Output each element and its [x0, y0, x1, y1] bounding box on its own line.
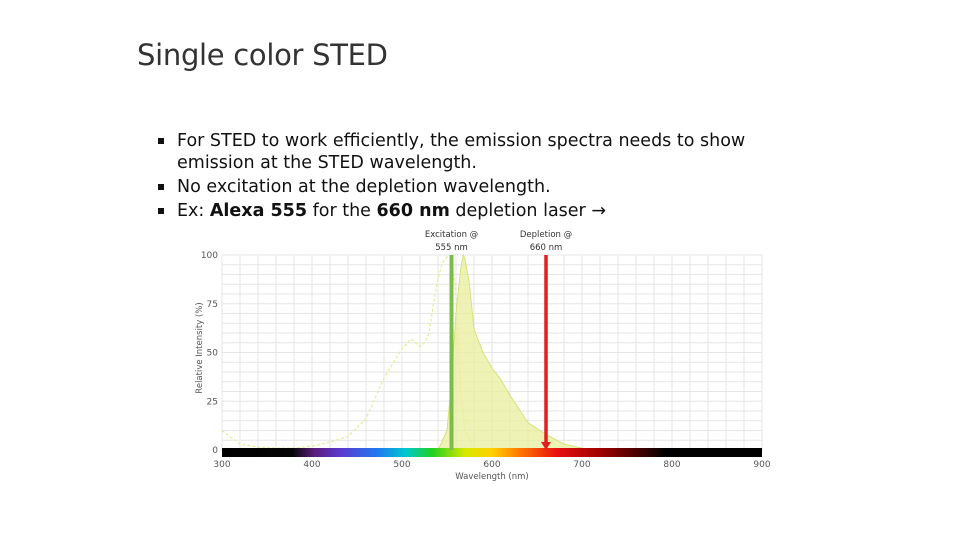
bullet-text-mid: for the	[307, 201, 377, 221]
bullet-text: For STED to work efficiently, the emissi…	[177, 131, 746, 173]
x-axis-title: Wavelength (nm)	[455, 472, 528, 482]
x-tick-label: 300	[213, 460, 230, 470]
arrow-right-icon: →	[591, 201, 606, 221]
bullet-text-suffix: depletion laser	[449, 201, 592, 221]
laser-label-line2: 555 nm	[435, 243, 468, 253]
bullet-list: For STED to work efficiently, the emissi…	[158, 130, 798, 224]
slide-title: Single color STED	[137, 38, 388, 72]
bullet-item: No excitation at the depletion wavelengt…	[158, 176, 798, 198]
y-tick-label: 100	[201, 251, 218, 261]
y-tick-label: 50	[207, 349, 219, 359]
emission-spectrum-area	[437, 253, 601, 451]
x-tick-label: 600	[483, 460, 500, 470]
depletion-arrow-icon	[541, 442, 551, 450]
visible-spectrum-band	[222, 448, 762, 457]
y-tick-label: 75	[207, 300, 218, 310]
x-tick-label: 900	[753, 460, 770, 470]
bullet-square-icon	[158, 138, 164, 144]
bullet-item: Ex: Alexa 555 for the 660 nm depletion l…	[158, 200, 798, 222]
x-tick-label: 700	[573, 460, 590, 470]
y-tick-label: 25	[207, 397, 218, 407]
x-tick-label: 500	[393, 460, 410, 470]
plot-area: Excitation @ 555 nm Depletion @ 660 nm 300 40…	[195, 230, 771, 482]
y-tick-label: 0	[212, 446, 218, 456]
bullet-square-icon	[158, 184, 164, 190]
x-tick-label: 400	[303, 460, 320, 470]
bullet-item: For STED to work efficiently, the emissi…	[158, 130, 798, 174]
y-axis-title: Relative Intensity (%)	[195, 302, 205, 393]
bullet-square-icon	[158, 208, 164, 214]
laser-label-line1: Depletion @	[520, 230, 572, 240]
dye-name: Alexa 555	[209, 201, 308, 221]
bullet-text: No excitation at the depletion wavelengt…	[177, 177, 551, 197]
x-tick-label: 800	[663, 460, 680, 470]
depletion-wavelength: 660 nm	[376, 201, 450, 221]
laser-label-line2: 660 nm	[530, 243, 563, 253]
laser-label-line1: Excitation @	[425, 230, 478, 240]
bullet-text-prefix: Ex:	[177, 201, 210, 221]
